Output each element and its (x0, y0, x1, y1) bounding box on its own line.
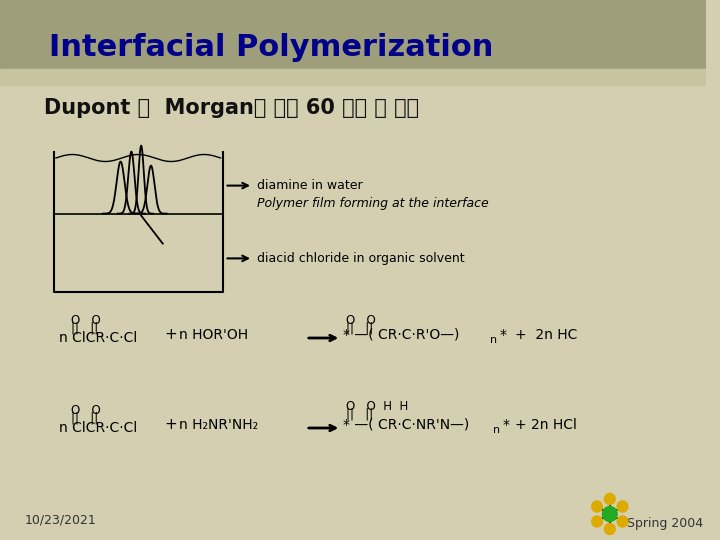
Circle shape (617, 516, 628, 527)
Text: Polymer film forming at the interface: Polymer film forming at the interface (257, 197, 489, 210)
Text: +  2n HC: + 2n HC (515, 328, 577, 342)
Bar (0, 85, 706, 540)
Text: O   O  H  H: O O H H (346, 400, 408, 413)
Text: *: * (503, 418, 510, 432)
Text: +: + (165, 327, 177, 342)
Text: 10/23/2021: 10/23/2021 (24, 514, 96, 526)
Text: +: + (165, 417, 177, 432)
Text: n HOR'OH: n HOR'OH (179, 328, 248, 342)
Circle shape (617, 501, 628, 512)
Text: Interfacial Polymerization: Interfacial Polymerization (49, 32, 493, 62)
Text: ||   ||: || || (71, 321, 98, 334)
Text: n ClCR·C·Cl: n ClCR·C·Cl (59, 331, 137, 345)
Text: O   O: O O (71, 314, 100, 327)
Text: Dupont 의  Morgan에 의해 60 년대 초 발견: Dupont 의 Morgan에 의해 60 년대 초 발견 (44, 98, 419, 118)
Circle shape (604, 494, 615, 504)
Text: O   O: O O (346, 314, 376, 327)
Circle shape (592, 516, 603, 527)
Text: * —( CR·C·R'O—): * —( CR·C·R'O—) (343, 328, 459, 342)
Bar (0, 0, 706, 70)
Text: n: n (493, 425, 500, 435)
Circle shape (603, 507, 617, 522)
Text: n ClCR·C·Cl: n ClCR·C·Cl (59, 421, 137, 435)
Text: O   O: O O (71, 404, 100, 417)
Text: diamine in water: diamine in water (257, 179, 362, 192)
Text: * —( CR·C·NR'N—): * —( CR·C·NR'N—) (343, 418, 469, 432)
Text: ||   ||: || || (346, 408, 374, 421)
Text: Spring 2004: Spring 2004 (627, 517, 703, 530)
Text: *: * (500, 328, 507, 342)
Text: n: n (490, 335, 498, 345)
Text: ||   ||: || || (71, 411, 98, 424)
Text: diacid chloride in organic solvent: diacid chloride in organic solvent (257, 252, 464, 265)
Text: n H₂NR'NH₂: n H₂NR'NH₂ (179, 418, 258, 432)
Circle shape (592, 501, 603, 512)
Bar (0, 69, 706, 85)
Text: + 2n HCl: + 2n HCl (515, 418, 577, 432)
Circle shape (604, 523, 615, 535)
Text: ||   ||: || || (346, 321, 374, 334)
